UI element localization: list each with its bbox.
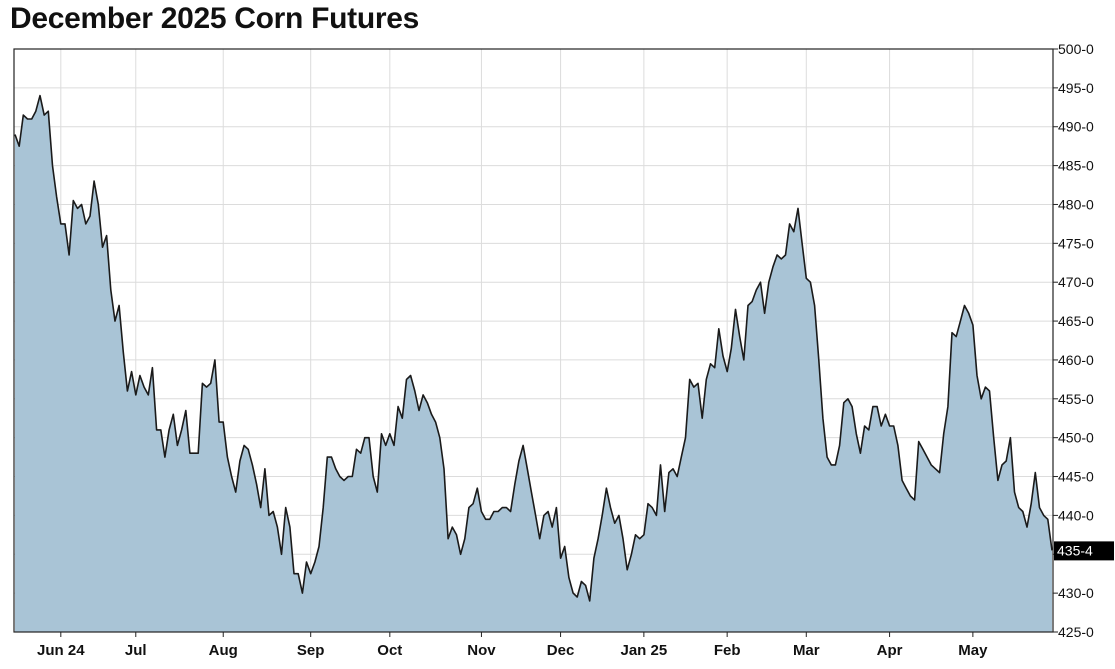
x-tick-label: Mar (793, 642, 820, 659)
y-tick-label: 445-0 (1058, 469, 1094, 485)
y-tick-label: 485-0 (1058, 158, 1094, 174)
y-tick-label: 450-0 (1058, 430, 1094, 446)
y-tick-label: 495-0 (1058, 80, 1094, 96)
y-tick-label: 465-0 (1058, 313, 1094, 329)
x-tick-label: Dec (547, 642, 575, 659)
x-tick-label: Oct (377, 642, 402, 659)
y-tick-label: 425-0 (1058, 624, 1094, 640)
x-tick-label: Sep (297, 642, 325, 659)
chart-title: December 2025 Corn Futures (10, 2, 420, 35)
y-tick-label: 455-0 (1058, 391, 1094, 407)
last-value-label: 435-4 (1057, 542, 1093, 558)
x-tick-label: Feb (714, 642, 741, 659)
last-value-marker: 435-4 (1054, 541, 1114, 561)
y-tick-label: 470-0 (1058, 274, 1094, 290)
plot-frame (13, 48, 1054, 633)
y-tick-label: 440-0 (1058, 507, 1094, 523)
x-tick-label: Nov (467, 642, 496, 659)
x-axis: Jun 24 Jul Aug Sep Oct Nov Dec Jan 25 Feb Mar Apr M… (37, 632, 988, 659)
last-value-box (1054, 541, 1114, 561)
y-tick-label: 460-0 (1058, 352, 1094, 368)
y-tick-label: 500-0 (1058, 41, 1094, 57)
y-tick-label: 430-0 (1058, 585, 1094, 601)
x-tick-label: Jun 24 (37, 642, 85, 659)
x-tick-label: Jan 25 (621, 642, 668, 659)
x-tick-label: May (958, 642, 988, 659)
price-area (15, 95, 1052, 633)
x-tick-label: Aug (209, 642, 238, 659)
x-tick-label: Jul (125, 642, 147, 659)
y-tick-label: 490-0 (1058, 119, 1094, 135)
y-tick-label: 480-0 (1058, 196, 1094, 212)
y-tick-label: 475-0 (1058, 235, 1094, 251)
price-line (14, 94, 1053, 602)
x-tick-label: Apr (877, 642, 903, 659)
